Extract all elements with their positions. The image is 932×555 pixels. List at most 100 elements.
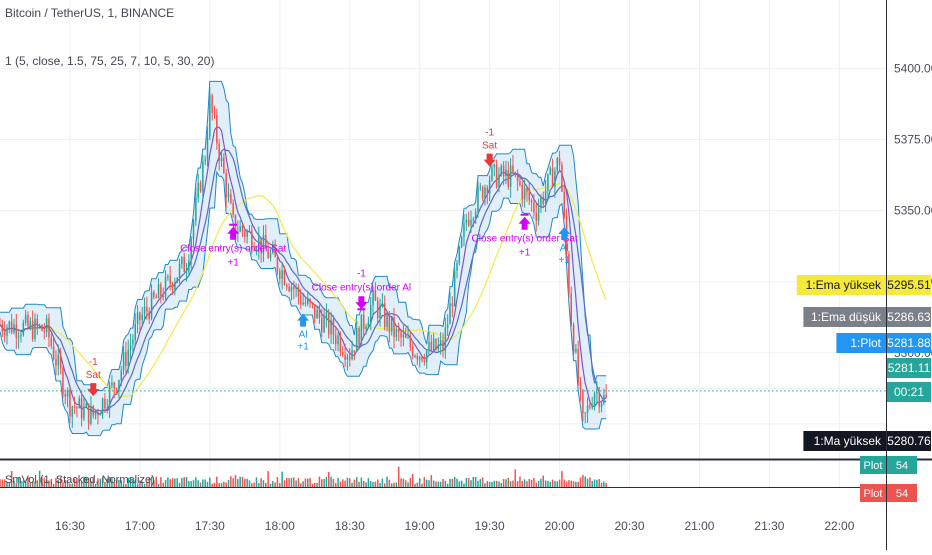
- volume-bar: [265, 482, 267, 487]
- volume-label: Plot 54: [860, 456, 917, 474]
- candle-body: [274, 247, 276, 258]
- x-tick-label: 21:00: [684, 519, 714, 533]
- candle-body: [244, 231, 246, 237]
- buy-arrow: [297, 313, 310, 327]
- x-tick-label: 20:00: [545, 519, 575, 533]
- candle-body: [423, 360, 426, 363]
- volume-bar: [488, 481, 491, 487]
- volume-bar: [603, 481, 605, 487]
- y-tick-label: 5400.00: [894, 61, 932, 75]
- volume-bar: [127, 477, 129, 487]
- marker-label: Close entry(s) order Sat: [472, 234, 578, 245]
- marker-label: -1: [357, 268, 366, 279]
- volume-bar: [162, 482, 164, 487]
- volume-bar: [376, 479, 379, 487]
- volume-bar: [94, 483, 97, 487]
- series-value: 5281.88: [887, 336, 931, 350]
- volume-legend[interactable]: SmVol (1, Stacked, Normalize): [5, 474, 155, 486]
- indicator-legend[interactable]: 1 (5, close, 1.5, 75, 25, 7, 10, 5, 30, …: [5, 54, 215, 68]
- candle-body: [439, 340, 442, 345]
- candle-body: [481, 186, 484, 199]
- volume-bar: [512, 480, 514, 487]
- candle-body: [22, 322, 25, 335]
- candle-body: [265, 234, 267, 249]
- series-value-bg: [887, 358, 931, 378]
- candle-body: [516, 173, 519, 182]
- volume-bar: [477, 480, 479, 487]
- volume-bar: [542, 475, 545, 487]
- volume-bar: [325, 477, 328, 487]
- candle-body: [218, 143, 220, 162]
- candle-body: [351, 350, 353, 360]
- candle-body: [185, 271, 188, 273]
- candle-body: [204, 159, 206, 162]
- volume-bar: [526, 481, 528, 487]
- y-tick-label: 5375.00: [894, 133, 932, 147]
- candle-body: [430, 341, 433, 350]
- volume-label-name: Plot: [864, 460, 883, 472]
- candle-body: [148, 311, 150, 319]
- volume-bar: [297, 478, 300, 487]
- volume-bar: [22, 480, 25, 487]
- candle-body: [353, 350, 356, 352]
- volume-label-bg: [860, 484, 886, 502]
- volume-bar: [80, 481, 83, 487]
- candle-body: [505, 169, 507, 177]
- x-tick-label: 18:30: [335, 519, 365, 533]
- candle-body: [484, 187, 486, 199]
- candle-body: [246, 231, 248, 237]
- candle-body: [563, 191, 565, 217]
- volume-bar: [537, 480, 540, 487]
- candle-body: [325, 312, 328, 317]
- volume-bar: [69, 483, 71, 487]
- candle-body: [162, 295, 164, 298]
- volume-bar: [3, 479, 6, 487]
- volume-bar: [132, 480, 134, 487]
- marker-label: Close entry(s) order Al: [312, 282, 411, 293]
- candle-body: [332, 319, 335, 336]
- volume-bar: [367, 478, 370, 487]
- candle-body: [432, 338, 435, 350]
- candle-body: [367, 322, 370, 327]
- volume-value: 54: [896, 488, 908, 500]
- candle-body: [456, 263, 458, 271]
- candle-body: [360, 314, 363, 345]
- candle-body: [129, 344, 132, 350]
- candle-body: [477, 187, 479, 212]
- candle-body: [519, 181, 521, 185]
- buy-marker: Al+1: [558, 227, 570, 266]
- candle-body: [176, 277, 178, 283]
- candle-body: [397, 329, 400, 333]
- candle-body: [355, 327, 358, 352]
- candle-body: [6, 327, 8, 336]
- candle-body: [169, 276, 171, 284]
- candle-body: [223, 157, 225, 174]
- volume-bar: [45, 479, 48, 487]
- candle-body: [341, 351, 344, 355]
- volume-bar: [34, 481, 36, 487]
- volume-bar: [388, 479, 391, 487]
- volume-bar: [402, 478, 405, 487]
- candle-body: [409, 336, 412, 347]
- candle-body: [164, 276, 167, 298]
- candle-body: [381, 303, 384, 306]
- candle-body: [288, 286, 290, 292]
- candle-body: [55, 358, 57, 366]
- volume-bar: [400, 478, 402, 487]
- volume-bar: [59, 477, 62, 487]
- candle-body: [183, 257, 185, 272]
- candle-body: [190, 238, 192, 261]
- volume-bar: [353, 479, 356, 487]
- candle-body: [71, 406, 74, 417]
- candle-body: [174, 282, 176, 290]
- candle-body: [544, 190, 547, 204]
- volume-bar: [185, 476, 188, 487]
- volume-bar: [307, 478, 309, 487]
- volume-pane: [0, 466, 607, 487]
- candle-body: [295, 286, 297, 289]
- volume-bar: [577, 481, 579, 487]
- moving-averages: [0, 126, 886, 416]
- volume-bar: [598, 479, 600, 487]
